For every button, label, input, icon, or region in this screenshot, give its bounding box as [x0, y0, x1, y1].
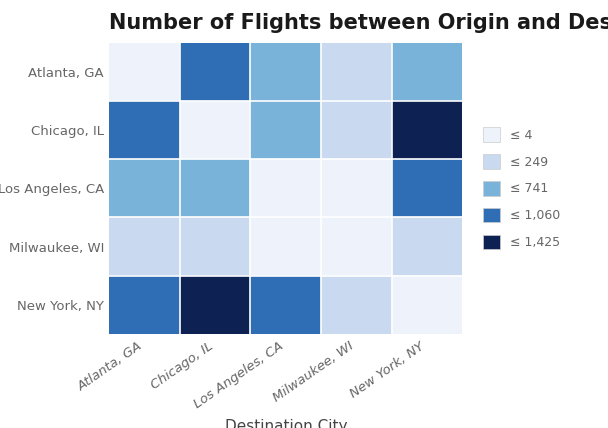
Bar [321, 159, 392, 217]
Bar [392, 276, 462, 334]
Bar [180, 276, 250, 334]
Bar [321, 217, 392, 276]
X-axis label: Destination City: Destination City [224, 419, 347, 428]
Bar [109, 159, 180, 217]
Text: Number of Flights between Origin and Destination: Number of Flights between Origin and Des… [109, 13, 608, 33]
Bar [321, 43, 392, 101]
Bar [250, 43, 321, 101]
Bar [250, 276, 321, 334]
Bar [250, 159, 321, 217]
Bar [321, 276, 392, 334]
Bar [109, 43, 180, 101]
Legend: ≤ 4, ≤ 249, ≤ 741, ≤ 1,060, ≤ 1,425: ≤ 4, ≤ 249, ≤ 741, ≤ 1,060, ≤ 1,425 [479, 123, 564, 253]
Bar [109, 101, 180, 159]
Bar [180, 159, 250, 217]
Bar [180, 101, 250, 159]
Bar [250, 217, 321, 276]
Bar [109, 217, 180, 276]
Bar [180, 217, 250, 276]
Bar [180, 43, 250, 101]
Bar [392, 217, 462, 276]
Bar [250, 101, 321, 159]
Bar [392, 43, 462, 101]
Bar [109, 276, 180, 334]
Bar [392, 101, 462, 159]
Bar [392, 159, 462, 217]
Bar [321, 101, 392, 159]
